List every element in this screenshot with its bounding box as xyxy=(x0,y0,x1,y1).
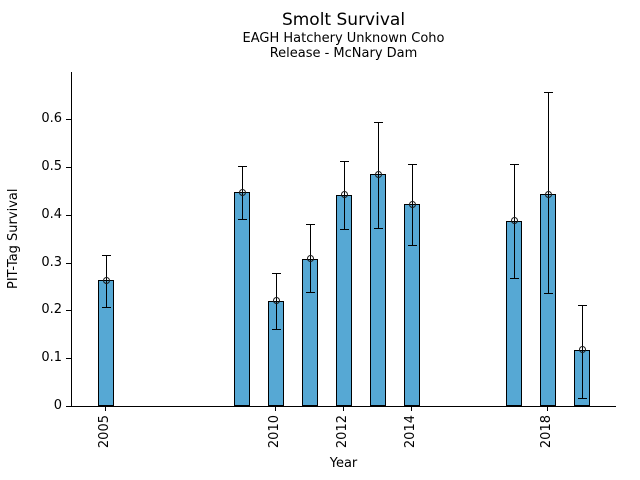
x-tick-label-2018: 2018 xyxy=(539,415,554,449)
x-tick-2010 xyxy=(275,406,276,411)
error-cap-high-2017 xyxy=(509,164,519,166)
bar-2009 xyxy=(234,192,250,406)
marker-2011 xyxy=(306,255,314,263)
error-cap-high-2018 xyxy=(543,92,553,94)
error-cap-low-2010 xyxy=(271,329,281,331)
error-cap-low-2019 xyxy=(577,398,587,400)
x-tick-label-2010: 2010 xyxy=(267,415,282,449)
marker-2018 xyxy=(544,190,552,198)
y-tick-0.6 xyxy=(66,119,71,121)
y-tick-label-0.2: 0.2 xyxy=(41,302,62,318)
y-tick-0.5 xyxy=(66,167,71,168)
chart-subtitle-line2: Release - McNary Dam xyxy=(269,46,418,61)
error-cap-high-2012 xyxy=(339,161,349,163)
y-tick-0.2 xyxy=(66,310,71,312)
x-tick-2014 xyxy=(411,406,412,411)
y-tick-0.3 xyxy=(66,262,71,264)
marker-2005 xyxy=(102,276,110,284)
error-cap-high-2011 xyxy=(305,223,315,225)
error-cap-high-2019 xyxy=(577,304,587,306)
x-tick-2018 xyxy=(547,406,548,411)
marker-2017 xyxy=(510,217,518,225)
error-cap-high-2010 xyxy=(271,272,281,274)
error-cap-low-2011 xyxy=(305,291,315,293)
y-tick-label-0.5: 0.5 xyxy=(41,159,62,174)
error-cap-high-2005 xyxy=(101,254,111,256)
error-cap-high-2014 xyxy=(407,163,417,165)
marker-2014 xyxy=(408,200,416,208)
error-cap-low-2018 xyxy=(543,293,553,295)
marker-2010 xyxy=(272,297,280,305)
plot-area: 0 0.1 0.2 0.3 0.4 0.5 0.6 2005 2010 2012 2014 2018 xyxy=(41,72,616,448)
x-tick-label-2014: 2014 xyxy=(403,415,418,449)
y-tick-label-0.3: 0.3 xyxy=(41,254,62,270)
y-tick-0.4 xyxy=(66,214,71,216)
chart-title: Smolt Survival xyxy=(281,10,406,30)
x-axis-label: Year xyxy=(329,456,358,471)
error-cap-high-2013 xyxy=(373,122,383,124)
y-tick-label-0: 0 xyxy=(53,398,62,413)
y-tick-label-0.6: 0.6 xyxy=(41,111,62,127)
error-cap-low-2013 xyxy=(373,227,383,229)
y-tick-label-0.1: 0.1 xyxy=(41,350,62,366)
x-tick-label-2005: 2005 xyxy=(97,415,112,449)
x-tick-2005 xyxy=(105,406,106,411)
marker-2012 xyxy=(340,191,348,199)
y-tick-0 xyxy=(66,406,71,407)
error-cap-low-2009 xyxy=(237,218,247,220)
y-tick-label-0.4: 0.4 xyxy=(41,206,62,222)
error-cap-high-2009 xyxy=(237,166,247,168)
marker-2009 xyxy=(238,188,246,196)
marker-2013 xyxy=(374,170,382,178)
chart-subtitle-line1: EAGH Hatchery Unknown Coho xyxy=(242,31,445,46)
marker-2019 xyxy=(578,346,586,354)
y-tick-0.1 xyxy=(66,358,71,360)
error-cap-low-2012 xyxy=(339,228,349,230)
error-cap-low-2014 xyxy=(407,244,417,246)
error-cap-low-2005 xyxy=(101,306,111,308)
x-tick-2012 xyxy=(343,406,344,411)
error-cap-low-2017 xyxy=(509,278,519,280)
x-tick-label-2012: 2012 xyxy=(335,415,350,449)
